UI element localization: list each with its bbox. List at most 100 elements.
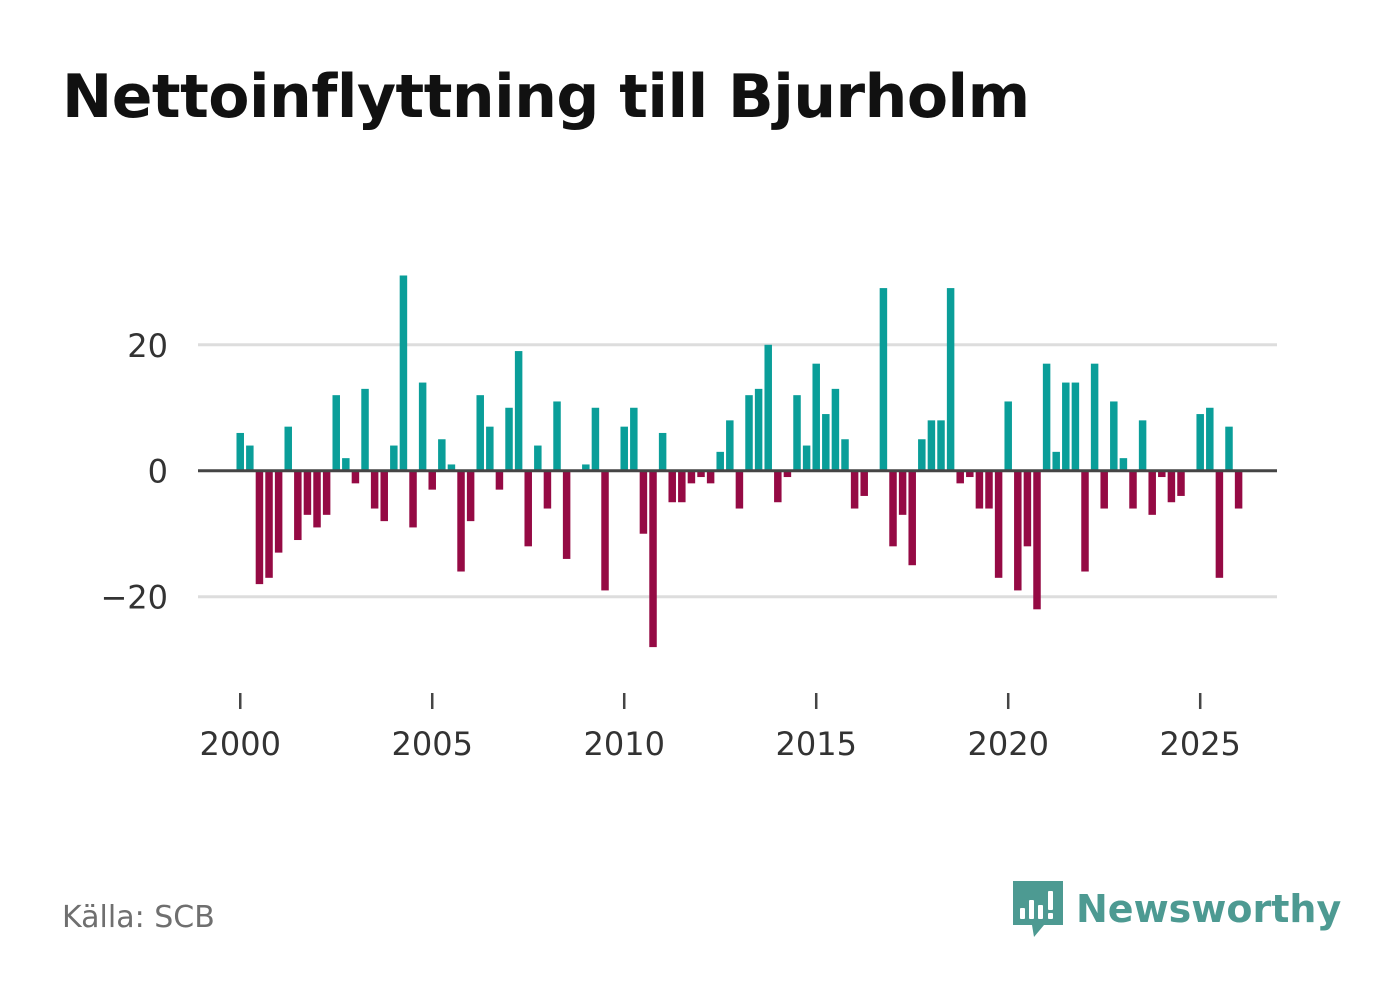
bar-negative[interactable] [956,470,964,484]
bar-negative[interactable] [774,470,782,503]
bar-negative[interactable] [889,470,897,547]
bar-positive[interactable] [918,439,926,471]
bar-negative[interactable] [668,470,676,503]
bar-negative[interactable] [975,470,984,509]
bar-negative[interactable] [985,470,993,509]
bar-negative[interactable] [562,470,571,559]
bar-positive[interactable] [284,426,292,471]
bar-negative[interactable] [601,470,609,591]
bar-negative[interactable] [1234,470,1243,509]
bar-negative[interactable] [1177,470,1185,496]
bar-positive[interactable] [418,382,427,471]
bar-negative[interactable] [370,470,379,509]
bar-positive[interactable] [1225,426,1233,471]
bar-positive[interactable] [1138,420,1147,471]
bar-positive[interactable] [841,439,849,471]
bar-positive[interactable] [716,451,724,471]
bar-negative[interactable] [1167,470,1176,503]
bar-negative[interactable] [255,470,264,585]
bar-positive[interactable] [937,420,945,471]
bar-negative[interactable] [294,470,302,541]
bar-positive[interactable] [476,395,484,471]
bar-positive[interactable] [447,464,456,471]
bar-positive[interactable] [754,388,763,471]
bar-negative[interactable] [687,470,696,484]
bar-positive[interactable] [927,420,936,471]
bar-positive[interactable] [390,445,398,471]
bar-positive[interactable] [764,344,772,471]
bar-positive[interactable] [822,414,830,471]
bar-negative[interactable] [898,470,907,515]
bar-positive[interactable] [246,445,254,471]
bar-negative[interactable] [1148,470,1156,515]
bar-positive[interactable] [946,288,955,471]
bar-negative[interactable] [697,470,705,478]
bar-positive[interactable] [831,388,840,471]
bar-negative[interactable] [409,470,417,528]
bar-negative[interactable] [428,470,436,490]
bar-negative[interactable] [1100,470,1108,509]
bar-negative[interactable] [313,470,321,528]
bar-negative[interactable] [908,470,916,566]
bar-positive[interactable] [1062,382,1070,471]
bar-positive[interactable] [879,288,888,471]
bar-positive[interactable] [726,420,734,471]
bar-negative[interactable] [1033,470,1041,610]
bar-negative[interactable] [994,470,1003,578]
bar-positive[interactable] [793,395,801,471]
bar-positive[interactable] [1071,382,1080,471]
bar-positive[interactable] [1206,407,1214,471]
bar-negative[interactable] [1129,470,1137,509]
bar-negative[interactable] [1215,470,1224,578]
bar-negative[interactable] [524,470,532,547]
bar-positive[interactable] [486,426,494,471]
bar-positive[interactable] [332,395,340,471]
bar-negative[interactable] [265,470,273,578]
bar-negative[interactable] [639,470,648,534]
bar-negative[interactable] [543,470,552,509]
bar-positive[interactable] [399,275,408,471]
bar-negative[interactable] [1158,470,1166,478]
bar-negative[interactable] [1014,470,1022,591]
bar-negative[interactable] [322,470,331,515]
bar-negative[interactable] [466,470,475,522]
bar-negative[interactable] [649,470,657,648]
bar-negative[interactable] [351,470,360,484]
bar-negative[interactable] [783,470,792,478]
bar-positive[interactable] [514,351,523,471]
bar-negative[interactable] [1023,470,1032,547]
bar-negative[interactable] [678,470,686,503]
bar-negative[interactable] [966,470,974,478]
brand-logo[interactable]: Newsworthy [1010,878,1341,940]
bar-positive[interactable] [658,432,667,471]
bar-positive[interactable] [582,464,590,471]
bar-negative[interactable] [850,470,859,509]
bar-positive[interactable] [630,407,638,471]
bar-positive[interactable] [1196,414,1204,471]
bar-positive[interactable] [812,363,820,471]
bar-positive[interactable] [1119,458,1128,471]
bar-negative[interactable] [303,470,312,515]
bar-positive[interactable] [1090,363,1099,471]
bar-positive[interactable] [236,432,244,471]
bar-negative[interactable] [457,470,465,572]
bar-negative[interactable] [380,470,388,522]
bar-negative[interactable] [274,470,283,553]
bar-positive[interactable] [342,458,350,471]
bar-positive[interactable] [1052,451,1060,471]
bar-positive[interactable] [1042,363,1051,471]
bar-positive[interactable] [361,388,369,471]
bar-positive[interactable] [534,445,542,471]
bar-negative[interactable] [495,470,504,490]
bar-positive[interactable] [745,395,753,471]
bar-positive[interactable] [1004,401,1012,471]
bar-negative[interactable] [1081,470,1089,572]
bar-negative[interactable] [860,470,868,496]
bar-positive[interactable] [591,407,600,471]
bar-positive[interactable] [505,407,513,471]
bar-negative[interactable] [706,470,715,484]
bar-positive[interactable] [1110,401,1118,471]
bar-positive[interactable] [802,445,811,471]
bar-positive[interactable] [553,401,561,471]
bar-negative[interactable] [735,470,744,509]
